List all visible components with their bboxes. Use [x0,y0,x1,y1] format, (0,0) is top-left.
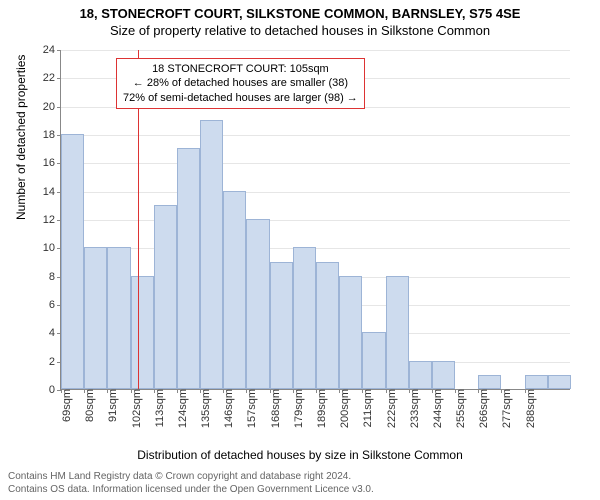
xtick-label: 244sqm [426,389,444,428]
histogram-bar [525,375,548,389]
histogram-bar [478,375,501,389]
xtick-label: 288sqm [519,389,537,428]
annotation-line3: 72% of semi-detached houses are larger (… [123,91,358,105]
histogram-bar [61,134,84,389]
ytick-label: 8 [49,271,61,283]
xtick-label: 168sqm [264,389,282,428]
xtick-label: 179sqm [287,389,305,428]
histogram-bar [107,247,130,389]
xtick-label: 135sqm [194,389,212,428]
histogram-bar [293,247,316,389]
histogram-bar [386,276,409,389]
xtick-label: 233sqm [403,389,421,428]
histogram-bar [246,219,269,389]
chart-plot-area: 02468101214161820222469sqm80sqm91sqm102s… [60,50,570,390]
ytick-label: 24 [43,44,61,56]
ytick-label: 20 [43,101,61,113]
chart-title-subtitle: Size of property relative to detached ho… [0,23,600,38]
histogram-bar [223,191,246,389]
xtick-label: 91sqm [101,389,119,422]
histogram-bar [200,120,223,389]
ytick-label: 22 [43,72,61,84]
xtick-label: 157sqm [240,389,258,428]
annotation-line1: 18 STONECROFT COURT: 105sqm [123,62,358,76]
xtick-label: 113sqm [148,389,166,427]
xtick-label: 80sqm [78,389,96,422]
histogram-bar [270,262,293,390]
y-axis-label: Number of detached properties [14,55,28,220]
ytick-label: 14 [43,186,61,198]
histogram-bar [432,361,455,389]
xtick-label: 266sqm [472,389,490,428]
xtick-label: 102sqm [125,389,143,428]
ytick-label: 10 [43,242,61,254]
histogram-bar [339,276,362,389]
xtick-label: 189sqm [310,389,328,428]
xtick-label: 211sqm [356,389,374,427]
footer-attribution: Contains HM Land Registry data © Crown c… [8,471,374,496]
footer-line1: Contains HM Land Registry data © Crown c… [8,471,374,484]
chart-title-address: 18, STONECROFT COURT, SILKSTONE COMMON, … [0,6,600,21]
ytick-label: 6 [49,299,61,311]
xtick-label: 255sqm [449,389,467,428]
xtick-label: 69sqm [55,389,73,422]
xtick-label: 200sqm [333,389,351,428]
histogram-bar [548,375,571,389]
ytick-label: 16 [43,157,61,169]
histogram-bar [84,247,107,389]
histogram-bar [154,205,177,389]
footer-line2: Contains OS data. Information licensed u… [8,484,374,497]
xtick-label: 124sqm [171,389,189,428]
ytick-label: 4 [49,327,61,339]
histogram-bar [409,361,432,389]
xtick-label: 222sqm [380,389,398,428]
x-axis-label: Distribution of detached houses by size … [0,448,600,462]
ytick-label: 2 [49,356,61,368]
histogram-bar [131,276,154,389]
xtick-label: 146sqm [217,389,235,428]
annotation-line2: ← 28% of detached houses are smaller (38… [123,76,358,90]
annotation-box: 18 STONECROFT COURT: 105sqm← 28% of deta… [116,58,365,109]
xtick-label: 277sqm [495,389,513,428]
ytick-label: 12 [43,214,61,226]
histogram-bar [177,148,200,389]
ytick-label: 18 [43,129,61,141]
histogram-bar [316,262,339,390]
histogram-bar [362,332,385,389]
